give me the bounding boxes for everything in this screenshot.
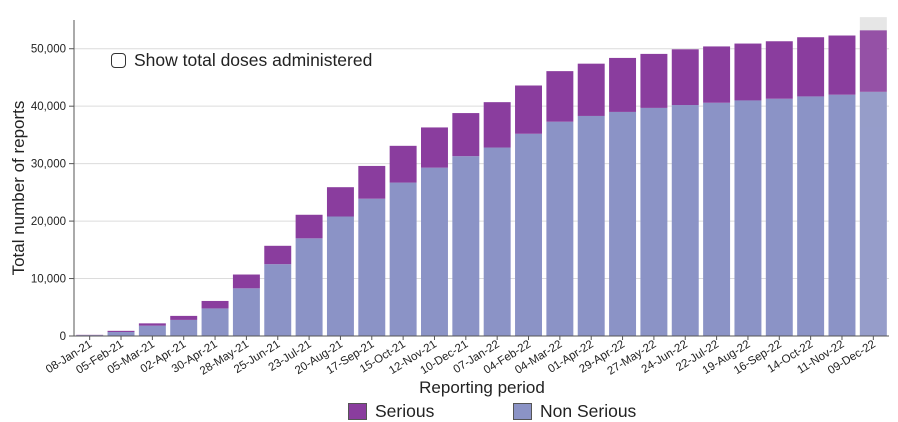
bar-serious[interactable] — [264, 245, 292, 265]
bar-group[interactable] — [483, 102, 511, 336]
bar-non-serious[interactable] — [170, 319, 198, 336]
bar-serious[interactable] — [452, 113, 480, 157]
bar-non-serious[interactable] — [797, 96, 825, 336]
show-total-doses-toggle[interactable]: Show total doses administered — [111, 50, 372, 71]
bar-non-serious[interactable] — [483, 147, 511, 336]
bar-serious[interactable] — [546, 71, 574, 122]
bar-non-serious[interactable] — [389, 182, 417, 336]
bar-serious[interactable] — [232, 274, 260, 289]
checkbox[interactable] — [111, 53, 126, 68]
y-tick-label: 10,000 — [31, 274, 66, 286]
bar-group[interactable] — [421, 127, 448, 336]
bar-non-serious[interactable] — [295, 238, 323, 336]
y-tick-label: 0 — [60, 331, 66, 343]
bar-group[interactable] — [609, 57, 637, 336]
bar-group[interactable] — [138, 323, 166, 336]
legend-item-non-serious[interactable]: Non Serious — [513, 401, 636, 422]
bars-layer[interactable] — [76, 30, 887, 337]
y-tick-labels: 0 10,000 20,000 30,000 40,000 50,000 — [31, 44, 66, 343]
bar-serious[interactable] — [640, 53, 668, 108]
bar-group[interactable] — [828, 35, 856, 336]
bar-group[interactable] — [326, 187, 354, 336]
bar-group[interactable] — [201, 300, 229, 336]
axes — [69, 20, 889, 340]
bar-group[interactable] — [640, 53, 668, 336]
legend-swatch-serious — [348, 403, 367, 420]
bar-non-serious[interactable] — [609, 111, 637, 336]
bar-serious[interactable] — [107, 330, 135, 332]
bar-group[interactable] — [546, 71, 574, 336]
bar-group[interactable] — [765, 41, 793, 336]
bar-non-serious[interactable] — [577, 115, 605, 336]
bar-group[interactable] — [264, 245, 292, 336]
bar-group[interactable] — [797, 37, 825, 336]
bar-group[interactable] — [358, 165, 386, 336]
bar-non-serious[interactable] — [546, 121, 574, 336]
bar-non-serious[interactable] — [734, 100, 762, 336]
bar-non-serious[interactable] — [859, 91, 887, 337]
bar-group[interactable] — [107, 330, 135, 336]
bar-group[interactable] — [703, 46, 731, 336]
bar-group[interactable] — [515, 85, 542, 336]
bar-serious[interactable] — [421, 127, 448, 168]
bar-group[interactable] — [452, 113, 480, 336]
x-axis-title: Reporting period — [419, 378, 545, 397]
legend-label-serious: Serious — [375, 401, 435, 421]
bar-serious[interactable] — [201, 300, 229, 309]
bar-serious[interactable] — [703, 46, 731, 103]
y-tick-label: 50,000 — [31, 44, 66, 56]
bar-non-serious[interactable] — [264, 264, 292, 336]
bar-serious[interactable] — [170, 315, 198, 320]
bar-group[interactable] — [734, 43, 762, 336]
bar-group[interactable] — [577, 63, 605, 336]
bar-non-serious[interactable] — [515, 133, 542, 336]
toggle-label: Show total doses administered — [134, 50, 373, 70]
y-axis-title: Total number of reports — [9, 101, 28, 276]
legend-swatch-non-serious — [513, 403, 532, 420]
legend-item-serious[interactable]: Serious — [348, 401, 434, 422]
bar-non-serious[interactable] — [765, 98, 793, 336]
bar-serious[interactable] — [389, 145, 417, 183]
bar-non-serious[interactable] — [828, 94, 856, 336]
bar-serious[interactable] — [326, 187, 354, 217]
bar-non-serious[interactable] — [452, 156, 480, 336]
bar-serious[interactable] — [483, 102, 511, 148]
bar-serious[interactable] — [797, 37, 825, 97]
bar-non-serious[interactable] — [201, 308, 229, 336]
bar-serious[interactable] — [765, 41, 793, 99]
bar-group[interactable] — [671, 49, 699, 336]
bar-non-serious[interactable] — [421, 167, 448, 336]
bar-serious[interactable] — [577, 63, 605, 116]
bar-serious[interactable] — [515, 85, 542, 134]
bar-serious[interactable] — [295, 214, 323, 239]
bar-group[interactable] — [170, 315, 198, 336]
bar-serious[interactable] — [671, 49, 699, 106]
bar-serious[interactable] — [609, 57, 637, 112]
bar-group[interactable] — [232, 274, 260, 336]
bar-non-serious[interactable] — [232, 288, 260, 336]
bar-serious[interactable] — [138, 323, 166, 326]
x-tick-labels: 08-Jan-2105-Feb-2105-Mar-2102-Apr-2130-A… — [44, 338, 878, 377]
y-tick-label: 20,000 — [31, 216, 66, 228]
y-tick-label: 40,000 — [31, 101, 66, 113]
bar-group[interactable] — [295, 214, 323, 336]
legend-label-non-serious: Non Serious — [540, 401, 637, 421]
bar-serious[interactable] — [358, 165, 386, 199]
bar-non-serious[interactable] — [703, 102, 731, 336]
bar-serious[interactable] — [859, 30, 887, 92]
bar-serious[interactable] — [734, 43, 762, 101]
bar-serious[interactable] — [828, 35, 856, 95]
bar-non-serious[interactable] — [671, 105, 699, 336]
bar-group[interactable] — [859, 30, 887, 337]
bar-non-serious[interactable] — [640, 107, 668, 336]
bar-non-serious[interactable] — [138, 325, 166, 336]
y-tick-label: 30,000 — [31, 159, 66, 171]
bar-group[interactable] — [389, 145, 417, 336]
bar-non-serious[interactable] — [358, 198, 386, 336]
bar-non-serious[interactable] — [326, 216, 354, 336]
bar-non-serious[interactable] — [107, 331, 135, 336]
